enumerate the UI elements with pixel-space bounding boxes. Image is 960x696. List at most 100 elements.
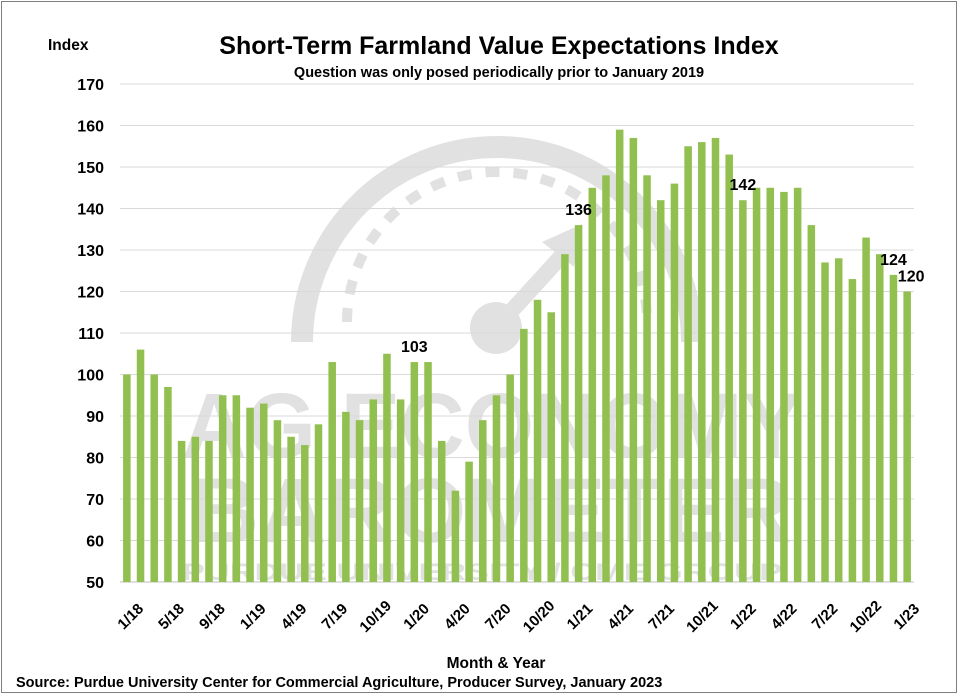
x-axis-title: Month & Year	[447, 655, 546, 672]
bar	[259, 403, 268, 582]
data-label: 142	[730, 177, 757, 194]
bar	[342, 411, 350, 582]
x-tick-label: 1/21	[564, 600, 597, 633]
bar	[355, 420, 364, 582]
bar	[793, 187, 802, 582]
bar	[465, 461, 473, 582]
x-tick-label: 4/19	[278, 600, 311, 633]
x-tick-label: 10/22	[847, 597, 886, 636]
x-tick-label: 1/23	[890, 600, 923, 633]
source-note: Source: Purdue University Center for Com…	[16, 675, 662, 691]
y-tick-label: 130	[77, 243, 104, 260]
x-tick-label: 10/20	[520, 597, 559, 636]
bar	[780, 191, 788, 582]
bar	[848, 279, 857, 582]
x-tick-label: 7/21	[645, 600, 678, 633]
watermark-arrow-head	[542, 224, 582, 267]
x-tick-label: 4/22	[768, 600, 801, 633]
y-tick-label: 50	[86, 575, 104, 592]
x-tick-label: 4/20	[441, 600, 474, 633]
y-tick-label: 60	[86, 534, 104, 551]
x-tick-label: 5/18	[155, 600, 188, 633]
bar	[766, 187, 775, 582]
x-tick-label: 4/21	[604, 600, 637, 633]
bar	[821, 262, 829, 582]
bar	[383, 353, 391, 582]
bar	[506, 374, 514, 582]
y-tick-label: 160	[77, 119, 104, 136]
bar	[437, 440, 446, 582]
bar	[492, 395, 501, 582]
watermark-gauge-ticks	[342, 167, 652, 323]
y-tick-labels: 50 60 70 80 90 100 110 120 130 140 150 160 170	[77, 77, 104, 592]
bar	[191, 436, 200, 582]
bar	[328, 362, 336, 582]
watermark-gauge-arc	[291, 136, 703, 343]
bar	[246, 407, 254, 582]
data-label: 124	[880, 252, 907, 269]
bar	[656, 200, 665, 582]
bar	[164, 386, 172, 582]
watermark-gauge-needle	[490, 244, 573, 334]
y-tick-label: 140	[77, 202, 104, 219]
chart-subtitle: Question was only posed periodically pri…	[294, 65, 704, 81]
x-tick-label: 10/19	[356, 597, 395, 636]
bar	[574, 225, 583, 582]
bar	[629, 137, 638, 582]
y-tick-label: 120	[77, 285, 104, 302]
y-tick-label: 150	[77, 160, 104, 177]
bar	[533, 299, 542, 582]
y-tick-label: 100	[77, 368, 104, 385]
data-label: 120	[898, 269, 925, 286]
bar	[451, 490, 460, 582]
bar	[643, 175, 651, 583]
y-tick-label: 80	[86, 451, 104, 468]
y-tick-label: 70	[86, 492, 104, 509]
bar	[739, 200, 747, 582]
chart-title: Short-Term Farmland Value Expectations I…	[219, 32, 778, 60]
bar	[862, 237, 870, 583]
bar	[479, 420, 487, 582]
bar	[232, 395, 241, 582]
x-tick-label: 1/20	[400, 600, 433, 633]
bar	[314, 424, 323, 582]
bar	[410, 362, 419, 582]
bar	[424, 362, 432, 582]
bar	[123, 374, 131, 582]
y-tick-label: 110	[78, 326, 104, 343]
y-tick-label: 90	[86, 409, 104, 426]
bar	[684, 146, 692, 582]
bar	[301, 445, 309, 582]
bar	[177, 440, 186, 582]
x-tick-label: 1/18	[114, 600, 147, 633]
bar	[602, 175, 610, 583]
data-label: 103	[401, 339, 428, 356]
bar	[273, 420, 282, 582]
bars	[123, 129, 911, 583]
bar	[396, 399, 405, 582]
data-label: 136	[565, 202, 592, 219]
x-tick-label: 1/22	[727, 600, 760, 633]
bar	[698, 142, 706, 582]
bar	[588, 187, 597, 582]
bar	[561, 254, 569, 582]
x-tick-label: 7/20	[482, 600, 515, 633]
bar	[520, 328, 528, 582]
bar	[876, 254, 884, 582]
y-tick-label: 170	[77, 77, 104, 94]
bar	[670, 183, 679, 582]
x-tick-label: 7/22	[809, 600, 842, 633]
bar	[136, 349, 145, 582]
bar	[903, 291, 911, 582]
bar	[369, 399, 378, 582]
bar	[150, 374, 158, 582]
bar	[205, 440, 213, 582]
bar	[725, 154, 733, 583]
bar	[287, 436, 295, 582]
bar	[889, 274, 898, 582]
bar	[807, 225, 816, 582]
x-tick-label: 10/21	[683, 597, 722, 636]
